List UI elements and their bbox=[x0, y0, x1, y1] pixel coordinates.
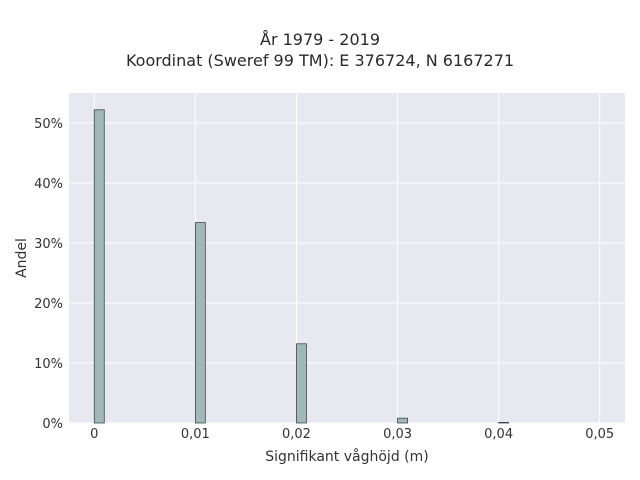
x-tick-label: 0,01 bbox=[181, 427, 210, 442]
y-tick-label: 30% bbox=[34, 237, 63, 252]
histogram-bar bbox=[93, 109, 105, 424]
chart-title: År 1979 - 2019 bbox=[260, 30, 380, 49]
x-axis-ticks: 0 0,01 0,02 0,03 0,04 0,05 bbox=[90, 427, 614, 442]
y-tick-label: 20% bbox=[34, 297, 63, 312]
histogram-bar bbox=[194, 222, 206, 424]
histogram-bar bbox=[296, 343, 307, 424]
x-tick-label: 0,03 bbox=[383, 427, 412, 442]
y-axis-label: Andel bbox=[14, 238, 30, 278]
x-tick-label: 0,02 bbox=[282, 427, 311, 442]
bars bbox=[93, 109, 510, 424]
x-axis-label: Signifikant våghöjd (m) bbox=[265, 448, 428, 465]
y-tick-label: 0% bbox=[42, 417, 63, 432]
x-tick-label: 0,05 bbox=[585, 427, 614, 442]
histogram-bar bbox=[498, 421, 510, 424]
histogram-bar bbox=[397, 417, 408, 424]
plot-area bbox=[69, 93, 625, 423]
x-tick-label: 0 bbox=[90, 427, 98, 442]
y-tick-label: 40% bbox=[34, 177, 63, 192]
y-tick-label: 10% bbox=[34, 357, 63, 372]
x-tick-label: 0,04 bbox=[484, 427, 513, 442]
chart-subtitle: Koordinat (Sweref 99 TM): E 376724, N 61… bbox=[125, 51, 515, 70]
y-axis-ticks: 0% 10% 20% 30% 40% 50% bbox=[34, 117, 63, 432]
y-tick-label: 50% bbox=[34, 117, 63, 132]
